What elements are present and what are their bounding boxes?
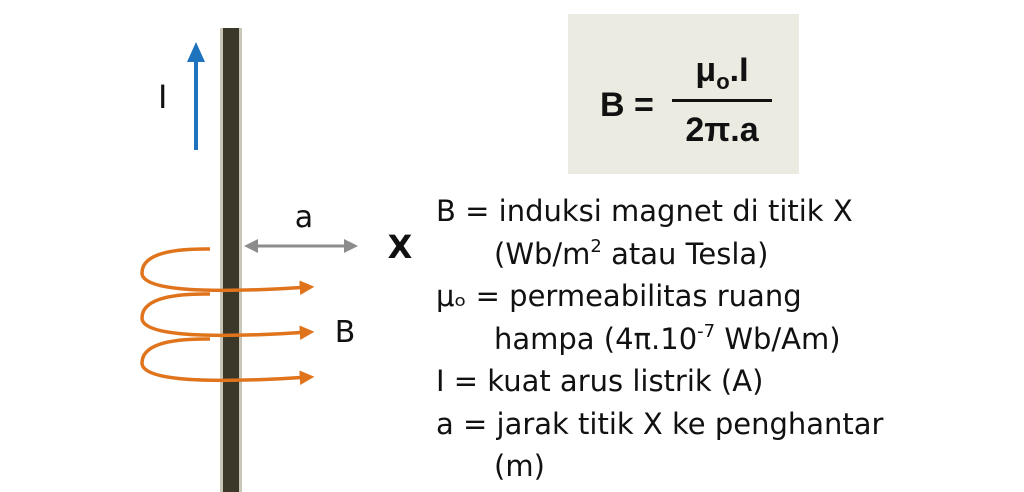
symbol-legend: B = induksi magnet di titik X (Wb/m2 ata… [436, 190, 1016, 492]
distance-arrow-head-right [344, 239, 358, 253]
legend-line-b-unit: (Wb/m2 atau Tesla) [436, 233, 1016, 276]
point-x-label: X [388, 228, 413, 266]
legend-line-mu-value: hampa (4π.10-7 Wb/Am) [436, 318, 1016, 361]
legend-line-a-unit: (m) [494, 449, 545, 483]
formula-lhs: B = [600, 86, 654, 124]
conductor-wire [223, 28, 239, 492]
formula-denominator: 2π.a [685, 111, 759, 149]
mu-value-text: hampa (4π.10 [494, 321, 698, 356]
legend-line-mu: μₒ = permeabilitas ruang [436, 279, 802, 313]
field-loop-back-3 [140, 337, 211, 364]
mu-value-unit: Wb/Am) [715, 321, 841, 356]
mu-value-exponent: -7 [697, 320, 716, 342]
fraction-bar [672, 99, 772, 102]
current-arrow-head [187, 42, 205, 62]
formula-box: B = μo.I 2π.a [568, 14, 799, 174]
current-label: I [158, 78, 167, 116]
field-label: B [335, 315, 356, 350]
numerator-current: .I [729, 51, 749, 89]
field-loops-back [140, 247, 211, 364]
b-unit-text: (Wb/m [494, 236, 591, 271]
mu-symbol: μ [695, 51, 717, 89]
mu-subscript: o [716, 69, 730, 94]
legend-line-a: a = jarak titik X ke penghantar [436, 406, 884, 441]
field-loop-arrow-1 [140, 272, 315, 296]
field-loops-front [140, 272, 315, 386]
distance-arrow-head-left [244, 239, 258, 253]
b-unit-text-rest: atau Tesla) [601, 236, 769, 271]
field-loop-back-2 [140, 292, 211, 319]
formula-numerator: μo.I [672, 50, 772, 94]
legend-line-b: B = induksi magnet di titik X [436, 194, 853, 228]
field-loop-back-1 [140, 247, 211, 274]
field-loop-arrow-2 [140, 317, 315, 341]
field-loop-arrow-3 [140, 362, 315, 386]
distance-label: a [295, 200, 313, 235]
legend-line-i: I = kuat arus listrik (A) [436, 364, 764, 398]
b-unit-exponent: 2 [590, 235, 602, 257]
